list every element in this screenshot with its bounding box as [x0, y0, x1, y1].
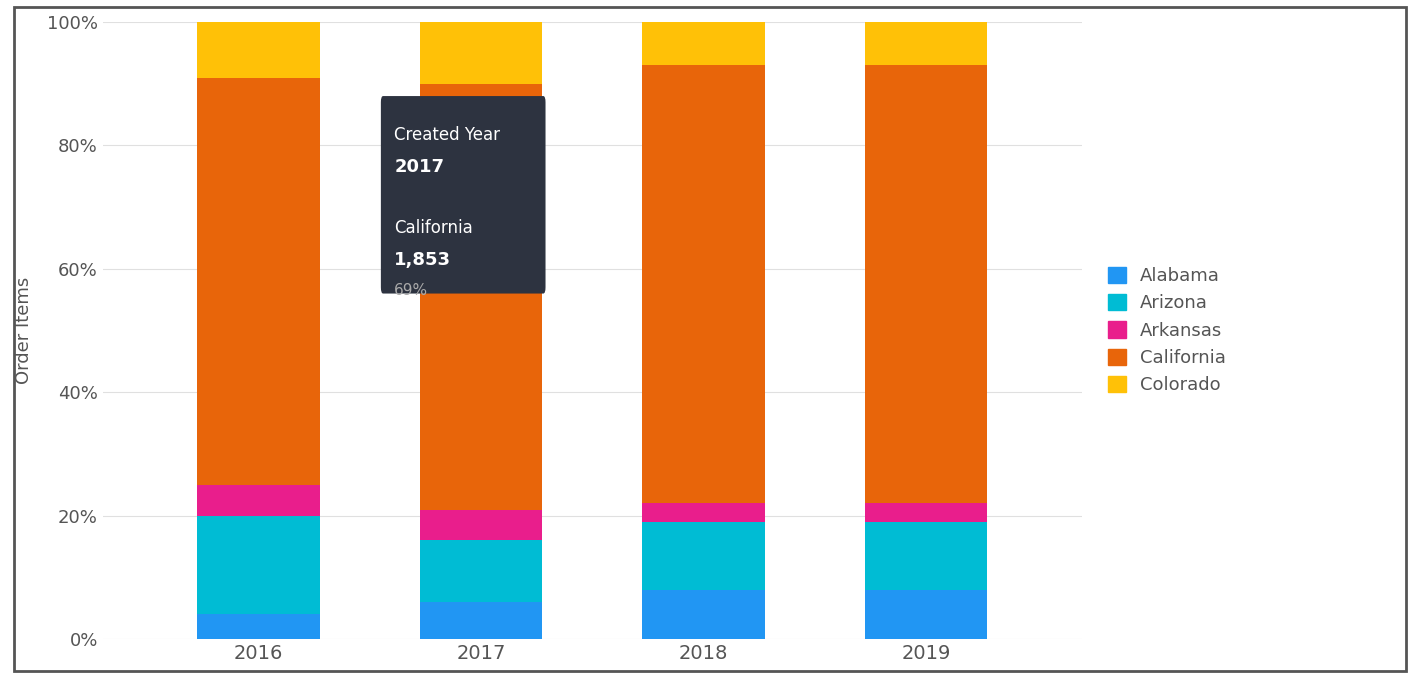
- Bar: [420, 510, 542, 540]
- Text: California: California: [395, 219, 473, 237]
- Legend: Alabama, Arizona, Arkansas, California, Colorado: Alabama, Arizona, Arkansas, California, …: [1100, 260, 1234, 401]
- Bar: [420, 83, 542, 510]
- Bar: [642, 503, 765, 522]
- Text: 2017: 2017: [395, 158, 444, 176]
- Y-axis label: Order Items: Order Items: [16, 277, 33, 384]
- Bar: [420, 540, 542, 602]
- Bar: [197, 485, 320, 516]
- Bar: [865, 503, 987, 522]
- Bar: [197, 22, 320, 77]
- Bar: [865, 522, 987, 590]
- Bar: [865, 590, 987, 639]
- Text: 69%: 69%: [395, 283, 429, 298]
- Bar: [197, 516, 320, 614]
- Bar: [642, 590, 765, 639]
- Text: Created Year: Created Year: [395, 125, 500, 144]
- Bar: [197, 614, 320, 639]
- Bar: [865, 65, 987, 503]
- Bar: [197, 77, 320, 485]
- Bar: [420, 22, 542, 83]
- Bar: [865, 22, 987, 65]
- FancyBboxPatch shape: [381, 96, 545, 294]
- Bar: [642, 522, 765, 590]
- Bar: [642, 22, 765, 65]
- Bar: [642, 65, 765, 503]
- Bar: [420, 602, 542, 639]
- Text: 1,853: 1,853: [395, 251, 452, 269]
